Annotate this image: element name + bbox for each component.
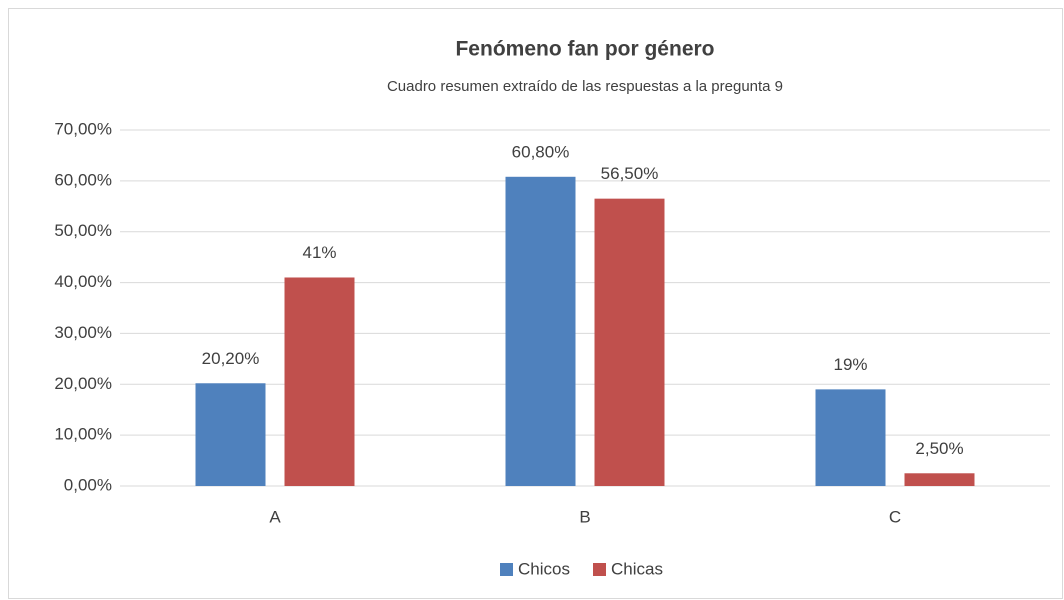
legend-label: Chicas	[611, 559, 663, 578]
legend-swatch	[593, 563, 606, 576]
y-tick-label: 50,00%	[54, 221, 112, 240]
bar	[284, 277, 355, 486]
data-label: 19%	[833, 355, 867, 374]
data-label: 41%	[302, 243, 336, 262]
data-label: 20,20%	[202, 349, 260, 368]
data-label: 56,50%	[601, 164, 659, 183]
legend-swatch	[500, 563, 513, 576]
y-tick-label: 40,00%	[54, 272, 112, 291]
bar	[594, 198, 665, 486]
y-tick-label: 10,00%	[54, 425, 112, 444]
bar	[815, 389, 886, 486]
legend-label: Chicos	[518, 559, 570, 578]
y-tick-label: 20,00%	[54, 374, 112, 393]
bar	[505, 176, 576, 486]
data-label: 2,50%	[915, 439, 963, 458]
y-tick-label: 0,00%	[64, 475, 112, 494]
bar	[904, 473, 975, 486]
y-tick-label: 30,00%	[54, 323, 112, 342]
chart-subtitle: Cuadro resumen extraído de las respuesta…	[387, 78, 783, 95]
x-tick-label: C	[889, 507, 901, 526]
x-tick-label: A	[269, 507, 281, 526]
y-tick-label: 70,00%	[54, 119, 112, 138]
y-tick-label: 60,00%	[54, 170, 112, 189]
bar	[195, 383, 266, 486]
x-tick-label: B	[579, 507, 590, 526]
chart-title: Fenómeno fan por género	[455, 38, 714, 61]
data-label: 60,80%	[512, 142, 570, 161]
